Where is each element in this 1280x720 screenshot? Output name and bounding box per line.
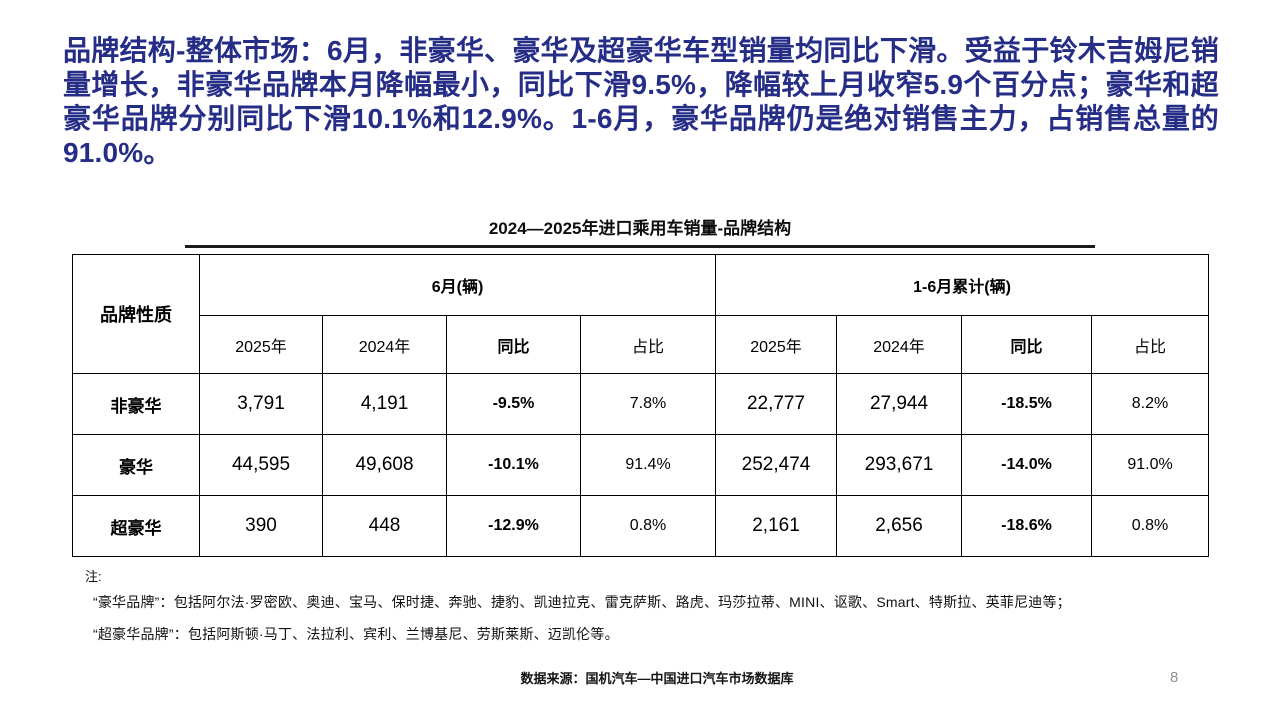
cell-june-yoy: -12.9% <box>446 495 581 557</box>
header-june-share: 占比 <box>580 315 716 374</box>
cell-ytd-2024: 293,671 <box>836 434 962 496</box>
cell-ytd-2024: 2,656 <box>836 495 962 557</box>
header-june-yoy: 同比 <box>446 315 581 374</box>
cell-ytd-share: 0.8% <box>1090 495 1210 557</box>
cell-ytd-2025: 252,474 <box>715 434 837 496</box>
cell-june-2024: 448 <box>322 495 447 557</box>
cell-june-2025: 390 <box>199 495 323 557</box>
cell-ytd-share: 91.0% <box>1090 434 1210 496</box>
header-june-2025: 2025年 <box>199 315 323 374</box>
cell-june-yoy: -9.5% <box>446 373 581 435</box>
row-label: 超豪华 <box>72 495 200 557</box>
cell-june-2024: 49,608 <box>322 434 447 496</box>
header-june-2024: 2024年 <box>322 315 447 374</box>
header-brand-type: 品牌性质 <box>72 254 200 374</box>
header-ytd-share: 占比 <box>1090 315 1210 374</box>
table-row-non-luxury: 非豪华 3,791 4,191 -9.5% 7.8% 22,777 27,944… <box>72 373 1210 435</box>
cell-ytd-yoy: -18.5% <box>961 373 1092 435</box>
table-header-sub-row: 2025年 2024年 同比 占比 2025年 2024年 同比 占比 <box>73 315 1210 374</box>
header-group-june: 6月(辆) <box>199 254 716 316</box>
cell-june-share: 7.8% <box>580 373 716 435</box>
notes-label: 注: <box>85 569 102 584</box>
row-label: 豪华 <box>72 434 200 496</box>
data-source: 数据来源：国机汽车—中国进口汽车市场数据库 <box>520 671 794 686</box>
note-super-luxury-brands: “超豪华品牌”：包括阿斯顿·马丁、法拉利、宾利、兰博基尼、劳斯莱斯、迈凯伦等。 <box>93 626 619 642</box>
table-row-super-luxury: 超豪华 390 448 -12.9% 0.8% 2,161 2,656 -18.… <box>72 495 1210 557</box>
cell-ytd-yoy: -14.0% <box>961 434 1092 496</box>
slide-headline: 品牌结构-整体市场：6月，非豪华、豪华及超豪华车型销量均同比下滑。受益于铃木吉姆… <box>63 35 1219 168</box>
header-ytd-2025: 2025年 <box>715 315 837 374</box>
cell-ytd-yoy: -18.6% <box>961 495 1092 557</box>
page-number: 8 <box>1170 669 1179 686</box>
header-ytd-2024: 2024年 <box>836 315 962 374</box>
row-label: 非豪华 <box>72 373 200 435</box>
cell-june-share: 91.4% <box>580 434 716 496</box>
title-underline-divider <box>185 245 1095 248</box>
cell-june-share: 0.8% <box>580 495 716 557</box>
cell-june-2025: 44,595 <box>199 434 323 496</box>
note-luxury-brands: “豪华品牌”：包括阿尔法·罗密欧、奥迪、宝马、保时捷、奔驰、捷豹、凯迪拉克、雷克… <box>93 594 1071 610</box>
cell-ytd-share: 8.2% <box>1090 373 1210 435</box>
cell-ytd-2024: 27,944 <box>836 373 962 435</box>
table-row-luxury: 豪华 44,595 49,608 -10.1% 91.4% 252,474 29… <box>72 434 1210 496</box>
header-ytd-yoy: 同比 <box>961 315 1092 374</box>
header-group-ytd: 1-6月累计(辆) <box>714 254 1210 316</box>
cell-ytd-2025: 2,161 <box>715 495 837 557</box>
cell-ytd-2025: 22,777 <box>715 373 837 435</box>
cell-june-yoy: -10.1% <box>446 434 581 496</box>
table-title: 2024—2025年进口乘用车销量-品牌结构 <box>488 219 792 238</box>
cell-june-2025: 3,791 <box>199 373 323 435</box>
sales-table: 品牌性质 6月(辆) 1-6月累计(辆) 2025年 2024年 同比 占比 2… <box>72 254 1210 557</box>
table-header-group-row: 品牌性质 6月(辆) 1-6月累计(辆) <box>72 254 1210 374</box>
cell-june-2024: 4,191 <box>322 373 447 435</box>
